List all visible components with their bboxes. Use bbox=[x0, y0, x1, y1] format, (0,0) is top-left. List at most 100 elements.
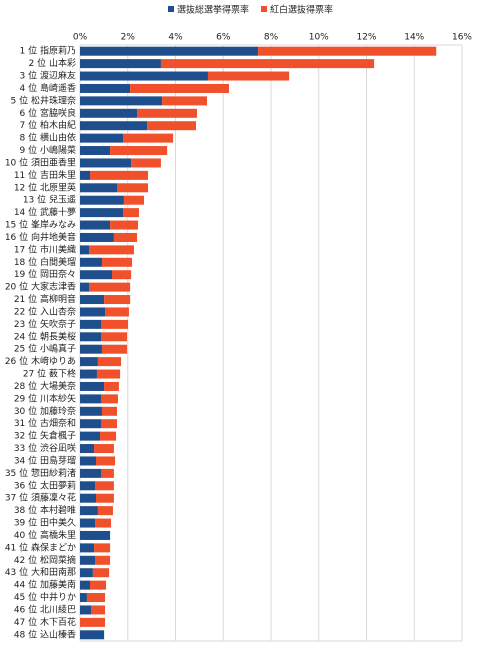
bar bbox=[110, 146, 168, 156]
y-tick-label: 37 位 須藤凜々花 bbox=[5, 492, 76, 504]
x-tick-label: 2% bbox=[121, 33, 136, 43]
legend-swatch bbox=[261, 6, 268, 12]
bar bbox=[101, 344, 128, 354]
bar bbox=[80, 71, 208, 81]
bar bbox=[80, 468, 102, 478]
bar bbox=[80, 605, 91, 615]
y-tick-label: 20 位 大家志津香 bbox=[5, 281, 76, 293]
y-tick-label: 25 位 小嶋真子 bbox=[14, 343, 76, 355]
bar bbox=[104, 381, 119, 391]
y-tick-label: 34 位 田島芽瑠 bbox=[14, 454, 76, 466]
y-tick-label: 44 位 加藤美南 bbox=[14, 579, 76, 591]
bar bbox=[80, 419, 102, 429]
bar bbox=[258, 46, 437, 56]
bar bbox=[101, 406, 118, 416]
bar bbox=[90, 580, 107, 590]
bar bbox=[101, 319, 128, 329]
bar bbox=[96, 369, 121, 379]
bar bbox=[80, 444, 95, 454]
x-tick-label: 12% bbox=[356, 33, 376, 43]
y-tick-label: 11 位 吉田朱里 bbox=[14, 169, 76, 181]
bar bbox=[101, 468, 114, 478]
x-tick-label: 4% bbox=[168, 33, 183, 43]
bar bbox=[80, 183, 118, 193]
y-tick-label: 12 位 北原里英 bbox=[14, 181, 76, 193]
y-tick-label: 26 位 木﨑ゆりあ bbox=[5, 355, 76, 367]
bar bbox=[94, 543, 111, 553]
bar bbox=[80, 580, 91, 590]
bar bbox=[101, 257, 133, 267]
bar bbox=[80, 220, 111, 230]
bar bbox=[80, 83, 131, 93]
x-tick-label: 6% bbox=[216, 33, 231, 43]
y-tick-label: 45 位 中井りか bbox=[14, 591, 76, 603]
bar bbox=[111, 270, 132, 280]
bar bbox=[95, 518, 112, 528]
bar bbox=[80, 133, 123, 143]
bar bbox=[80, 543, 95, 553]
y-tick-label: 30 位 加藤玲奈 bbox=[14, 405, 76, 417]
bar bbox=[105, 307, 129, 317]
y-tick-label: 13 位 兒玉遥 bbox=[23, 194, 76, 206]
bar bbox=[80, 568, 93, 578]
bar bbox=[207, 71, 290, 81]
y-tick-label: 22 位 入山杏奈 bbox=[14, 305, 76, 317]
bar bbox=[80, 344, 102, 354]
bar bbox=[80, 270, 112, 280]
bar bbox=[101, 394, 118, 404]
y-tick-label: 48 位 込山榛香 bbox=[14, 628, 76, 640]
y-tick-label: 35 位 惣田紗莉渚 bbox=[5, 467, 76, 479]
legend-label: 紅白選抜得票率 bbox=[270, 4, 333, 16]
bar bbox=[122, 208, 139, 218]
y-tick-label: 23 位 矢吹奈子 bbox=[14, 318, 76, 330]
bar bbox=[95, 481, 114, 491]
bar bbox=[80, 245, 90, 255]
bar bbox=[80, 59, 161, 69]
bar bbox=[80, 208, 123, 218]
bar bbox=[122, 133, 174, 143]
bar bbox=[80, 555, 96, 565]
bar bbox=[89, 245, 134, 255]
bar bbox=[80, 394, 102, 404]
bar bbox=[147, 121, 197, 131]
bar bbox=[80, 369, 97, 379]
y-tick-label: 28 位 大場美奈 bbox=[14, 380, 76, 392]
y-tick-label: 7 位 柏木由紀 bbox=[20, 119, 76, 131]
bar bbox=[80, 295, 105, 305]
bar bbox=[97, 357, 122, 367]
y-tick-label: 4 位 島崎遥香 bbox=[20, 82, 76, 94]
bar bbox=[80, 146, 111, 156]
bar bbox=[113, 232, 138, 242]
bar bbox=[80, 593, 87, 603]
bar bbox=[80, 170, 91, 180]
y-tick-label: 41 位 森保まどか bbox=[5, 541, 76, 553]
bar bbox=[80, 617, 106, 627]
bar bbox=[89, 282, 131, 292]
y-tick-label: 42 位 松岡菜摘 bbox=[14, 554, 76, 566]
bar bbox=[80, 506, 98, 516]
bar bbox=[80, 518, 96, 528]
bar bbox=[80, 530, 111, 540]
bar bbox=[80, 456, 96, 466]
bar bbox=[137, 108, 197, 118]
bar bbox=[80, 158, 132, 168]
bar bbox=[86, 593, 106, 603]
y-tick-label: 47 位 木下百花 bbox=[14, 616, 76, 628]
bar bbox=[80, 121, 148, 131]
x-tick-label: 8% bbox=[264, 33, 279, 43]
bar bbox=[100, 431, 117, 441]
y-tick-label: 38 位 本村碧唯 bbox=[14, 504, 76, 516]
bar bbox=[117, 183, 149, 193]
y-tick-label: 10 位 須田亜香里 bbox=[5, 156, 76, 168]
x-tick-label: 16% bbox=[452, 33, 472, 43]
bar bbox=[90, 605, 106, 615]
bar bbox=[123, 195, 144, 205]
bar bbox=[80, 96, 163, 106]
bar bbox=[110, 220, 139, 230]
bar bbox=[104, 295, 131, 305]
bar bbox=[80, 406, 102, 416]
legend-swatch bbox=[168, 6, 174, 12]
y-tick-label: 46 位 北川綾巴 bbox=[14, 603, 76, 615]
y-tick-label: 32 位 矢倉楓子 bbox=[14, 430, 76, 442]
